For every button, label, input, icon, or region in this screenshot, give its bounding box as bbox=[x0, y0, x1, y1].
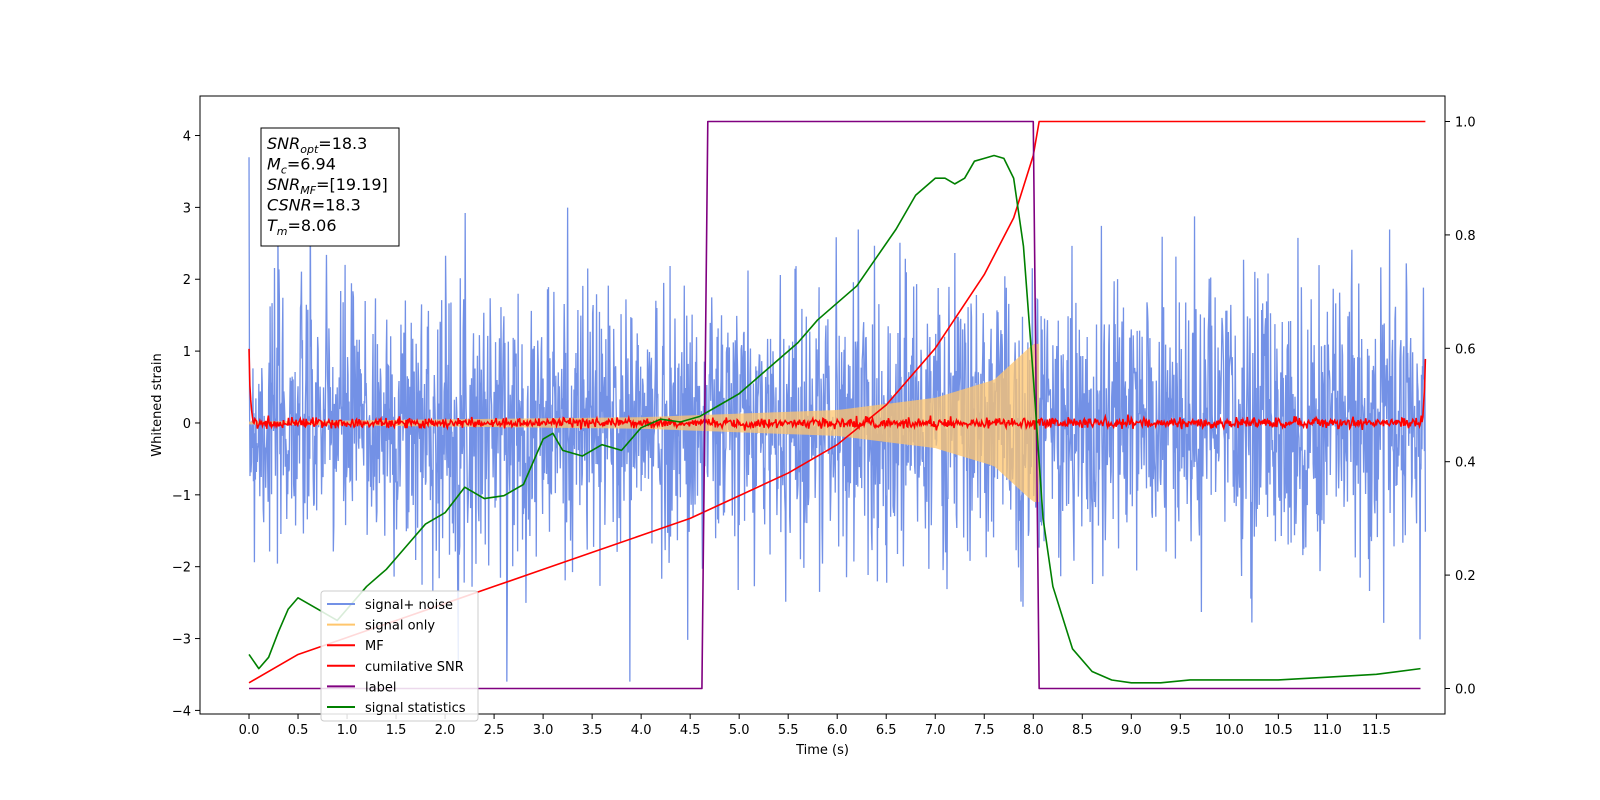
legend-frame bbox=[320, 590, 479, 722]
x-tick-label: 1.0 bbox=[337, 723, 358, 738]
x-axis-label: Time (s) bbox=[795, 743, 849, 758]
x-tick-label: 6.0 bbox=[827, 723, 848, 738]
y-left-tick-label: −3 bbox=[172, 633, 191, 648]
info-box-frame bbox=[260, 127, 400, 247]
x-tick-label: 10.0 bbox=[1215, 723, 1244, 738]
series-signal-noise-line bbox=[248, 157, 1427, 682]
x-tick-label: 8.5 bbox=[1072, 723, 1093, 738]
x-tick-label: 7.5 bbox=[974, 723, 995, 738]
y-right-tick-label: 0.4 bbox=[1455, 456, 1476, 471]
y-left-tick-label: −2 bbox=[172, 561, 191, 576]
x-tick-label: 6.5 bbox=[876, 723, 897, 738]
x-tick-label: 9.5 bbox=[1170, 723, 1191, 738]
y-right-tick-label: 0.0 bbox=[1455, 682, 1476, 697]
y-left-tick-label: −4 bbox=[172, 704, 191, 719]
x-tick-label: 11.0 bbox=[1313, 723, 1342, 738]
x-tick-label: 1.5 bbox=[386, 723, 407, 738]
legend-label-signal-only: signal only bbox=[365, 619, 435, 634]
x-tick-label: 8.0 bbox=[1023, 723, 1044, 738]
y-left-tick-label: 4 bbox=[183, 130, 191, 145]
x-tick-label: 3.5 bbox=[582, 723, 603, 738]
legend-label-label: label bbox=[365, 680, 396, 695]
info-line: CSNR=18.3 bbox=[267, 196, 361, 215]
x-tick-label: 10.5 bbox=[1264, 723, 1293, 738]
x-tick-label: 2.0 bbox=[435, 723, 456, 738]
y-right-tick-label: 0.6 bbox=[1455, 342, 1476, 357]
info-line: Tm=8.06 bbox=[267, 216, 337, 238]
x-tick-label: 7.0 bbox=[925, 723, 946, 738]
legend-label-mf: MF bbox=[365, 639, 384, 654]
legend-label-cumilative-snr: cumilative SNR bbox=[365, 660, 464, 675]
info-box: SNRopt=18.3Mc=6.94SNRMF=[19.19]CSNR=18.3… bbox=[260, 127, 400, 247]
legend-label-signal-statistics: signal statistics bbox=[365, 701, 466, 716]
x-tick-label: 11.5 bbox=[1362, 723, 1391, 738]
y-right-tick-label: 0.2 bbox=[1455, 569, 1476, 584]
y-right-tick-label: 1.0 bbox=[1455, 116, 1476, 131]
info-line: Mc=6.94 bbox=[267, 155, 336, 177]
info-line: SNRMF=[19.19] bbox=[267, 175, 388, 197]
x-tick-label: 0.0 bbox=[239, 723, 260, 738]
legend: signal+ noise signal only MF cumilative SNR… bbox=[320, 590, 479, 722]
y-left-tick-label: 3 bbox=[183, 201, 191, 216]
y-left-tick-label: 2 bbox=[183, 273, 191, 288]
info-line: SNRopt=18.3 bbox=[267, 134, 367, 156]
x-tick-label: 5.0 bbox=[729, 723, 750, 738]
plot-frame bbox=[199, 95, 1446, 715]
x-tick-label: 2.5 bbox=[484, 723, 505, 738]
x-tick-label: 0.5 bbox=[288, 723, 309, 738]
x-tick-label: 5.5 bbox=[778, 723, 799, 738]
legend-label-signal-noise: signal+ noise bbox=[365, 598, 453, 613]
x-tick-label: 3.0 bbox=[533, 723, 554, 738]
y-left-tick-label: −1 bbox=[172, 489, 191, 504]
x-tick-label: 9.0 bbox=[1121, 723, 1142, 738]
y-axis-label: Whitened strain bbox=[150, 353, 165, 456]
x-tick-label: 4.0 bbox=[631, 723, 652, 738]
y-left-tick-label: 0 bbox=[183, 417, 191, 432]
series-mf-line bbox=[248, 348, 1427, 431]
y-right-tick-label: 0.8 bbox=[1455, 229, 1476, 244]
series-label-line bbox=[249, 120, 1421, 690]
series-signal-only-band bbox=[249, 343, 1040, 503]
y-left-tick-label: 1 bbox=[183, 345, 191, 360]
x-tick-label: 4.5 bbox=[680, 723, 701, 738]
